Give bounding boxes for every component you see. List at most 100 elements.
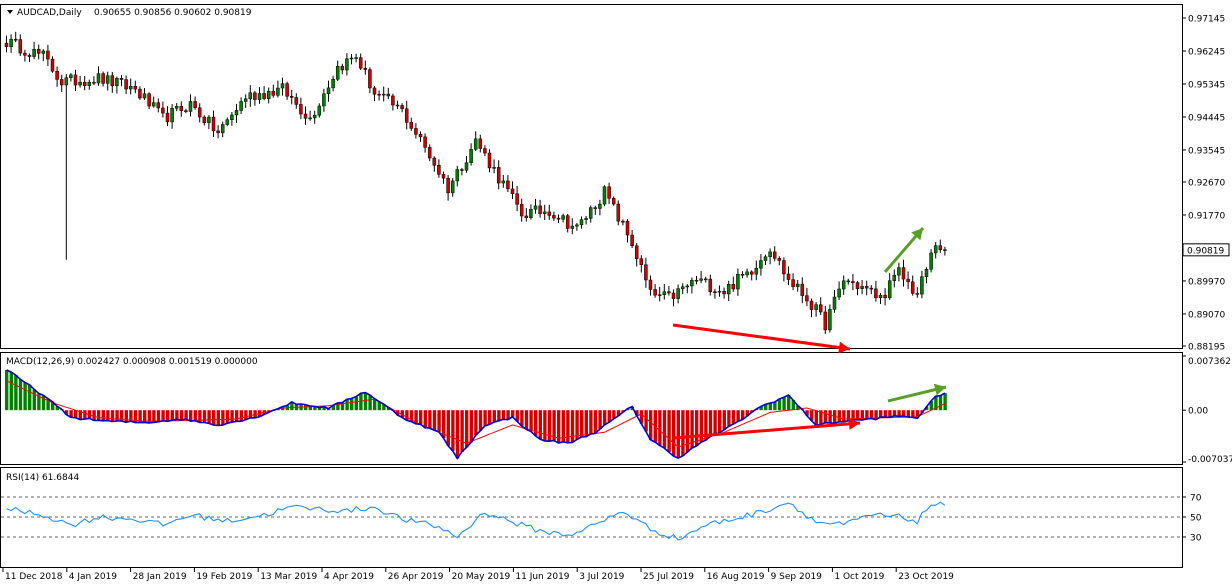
macd-histogram-bar <box>773 402 777 411</box>
candle-body <box>368 69 372 89</box>
candle-body <box>331 78 335 89</box>
candle-body <box>308 117 312 120</box>
macd-histogram-bar <box>823 410 828 423</box>
date-axis: 11 Dec 2018 4 Jan 2019 28 Jan 2019 19 Feb 2… <box>2 568 954 582</box>
date-tick-label: 19 Feb 2019 <box>196 572 252 582</box>
macd-histogram-bar <box>64 410 69 415</box>
price-tick-label: 0.96245 <box>1188 47 1225 57</box>
macd-green-arrow-head <box>933 383 946 396</box>
macd-histogram-bar <box>575 410 579 440</box>
candle-body <box>220 124 225 134</box>
macd-histogram-bar <box>345 399 349 411</box>
macd-histogram-bar <box>225 410 230 424</box>
ohlc-label: 0.90655 0.90856 0.90602 0.90819 <box>94 8 252 18</box>
macd-histogram-bar <box>451 410 455 451</box>
candle-body <box>602 186 607 205</box>
macd-histogram-bar <box>143 410 147 423</box>
candle-body <box>312 114 317 119</box>
macd-histogram-bar <box>124 410 128 423</box>
candle-body <box>680 286 685 289</box>
macd-histogram-bar <box>708 410 713 437</box>
candle-body <box>786 273 791 280</box>
candle-body <box>791 279 795 287</box>
macd-histogram-bar <box>561 410 565 442</box>
dropdown-triangle-icon[interactable] <box>7 10 13 14</box>
candle-body <box>13 38 18 41</box>
macd-histogram-bar <box>639 410 644 424</box>
macd-histogram-bar <box>915 410 920 419</box>
macd-histogram-bar <box>722 410 726 430</box>
macd-histogram-bar <box>713 410 717 434</box>
candle-body <box>464 162 469 171</box>
candle-body <box>920 276 924 295</box>
date-tick-label: 1 Oct 2019 <box>834 572 884 582</box>
macd-histogram-bar <box>32 389 36 411</box>
candle-body <box>510 188 515 194</box>
candle-body <box>869 287 874 290</box>
macd-histogram-bar <box>359 393 363 411</box>
rsi-group <box>1 496 1182 541</box>
macd-histogram-bar <box>497 410 501 421</box>
macd-histogram-bar <box>129 410 133 422</box>
candle-body <box>667 291 671 294</box>
candle-body <box>105 75 110 84</box>
candle-body <box>915 293 920 295</box>
macd-histogram-bar <box>414 410 418 424</box>
candle-body <box>372 87 377 95</box>
macd-histogram-bar <box>580 410 584 438</box>
candle-body <box>575 224 579 227</box>
macd-red-arrow <box>672 417 861 440</box>
candle-body <box>625 220 630 236</box>
macd-histogram-bar <box>589 410 593 435</box>
candle-body <box>101 73 105 84</box>
macd-histogram-bar <box>506 410 510 420</box>
date-tick-label: 9 Sep 2019 <box>771 572 823 582</box>
candle-body <box>386 93 391 97</box>
rsi-tick-label: 70 <box>1190 494 1202 504</box>
candle-body <box>133 85 138 90</box>
macd-histogram-bar <box>874 410 878 420</box>
macd-histogram-bar <box>469 410 473 443</box>
candle-body <box>248 92 253 100</box>
macd-histogram-bar <box>382 404 386 411</box>
candle-body <box>69 74 73 78</box>
macd-histogram-bar <box>782 397 786 411</box>
candle-body <box>657 294 662 297</box>
candle-body <box>584 218 588 220</box>
candle-body <box>285 83 289 97</box>
candle-body <box>197 107 202 118</box>
macd-histogram-bar <box>791 400 795 411</box>
candle-body <box>138 88 142 99</box>
macd-histogram-bar <box>819 410 823 425</box>
macd-histogram-bar <box>216 410 220 426</box>
macd-histogram-bar <box>501 410 506 420</box>
macd-histogram-bar <box>667 410 671 453</box>
macd-histogram-bar <box>46 398 50 411</box>
rsi-label: RSI(14) 61.6844 <box>6 473 79 483</box>
macd-histogram-bar <box>18 379 23 411</box>
candle-body <box>818 304 823 313</box>
candle-body <box>552 215 556 219</box>
candle-body <box>901 267 906 280</box>
macd-histogram-bar <box>681 410 685 457</box>
macd-histogram-bar <box>897 410 901 417</box>
symbol-label: AUDCAD,Daily <box>17 8 82 18</box>
macd-histogram-bar <box>879 410 883 418</box>
macd-red-arrow-shaft <box>672 421 861 440</box>
macd-histogram-bar <box>649 410 653 440</box>
macd-histogram-bar <box>635 410 639 416</box>
candle-body <box>708 278 713 292</box>
date-tick-label: 4 Apr 2019 <box>324 572 374 582</box>
macd-histogram-bar <box>736 410 740 422</box>
price-panel <box>0 4 1183 349</box>
date-tick-label: 25 Jul 2019 <box>643 572 694 582</box>
candle-body <box>276 87 280 96</box>
macd-histogram-bar <box>455 410 460 459</box>
price-red-arrow <box>672 323 851 354</box>
candle-body <box>653 289 657 296</box>
candle-body <box>542 211 547 214</box>
candle-body <box>561 215 565 220</box>
macd-histogram-bar <box>676 410 680 459</box>
macd-histogram-bar <box>166 410 170 422</box>
candle-body <box>694 279 699 282</box>
